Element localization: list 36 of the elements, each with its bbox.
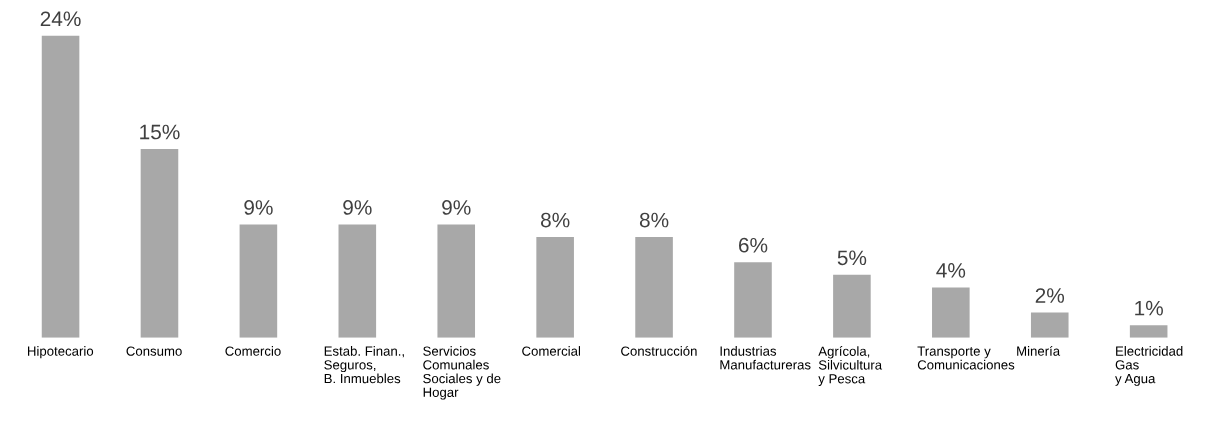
data-label: 6% [738,237,768,253]
data-label: 5% [837,250,867,266]
x-tick-label: Comercial [522,346,581,356]
data-label: 8% [639,212,669,228]
x-tick-label: Electricidad Gas y Agua [1115,346,1183,386]
data-label: 2% [1035,288,1065,303]
data-label: 15% [140,124,180,140]
bar [833,274,871,338]
data-label: 1% [1135,300,1163,316]
bar [338,224,377,338]
bar [536,237,574,338]
bar [239,224,278,338]
bar [41,35,80,338]
data-label: 9% [442,200,471,215]
bar [1129,325,1168,338]
bar [140,149,179,338]
bar [437,224,476,338]
x-tick-label: Agrícola, Silvicultura y Pesca [818,346,883,386]
bar [1030,312,1069,338]
data-label: 9% [343,200,372,215]
bar [635,237,673,338]
data-label: 4% [936,263,966,278]
x-tick-label: Comercio [225,346,281,356]
x-tick-label: Estab. Finan., Seguros, B. Inmuebles [324,346,404,384]
x-tick-label: Consumo [126,346,182,356]
x-tick-label: Hipotecario [28,346,94,359]
x-tick-label: Industrias Manufactureras [720,346,811,370]
data-label: 24% [40,11,81,27]
x-tick-label: Servicios Comunales Sociales y de Hogar [423,346,501,400]
x-tick-label: Construcción [621,345,697,356]
x-tick-label: Minería [1017,345,1061,356]
bar [734,262,772,338]
bar [932,287,970,338]
data-label: 9% [244,200,273,215]
x-tick-label: Transporte y Comunicaciones [917,346,1015,370]
data-label: 8% [541,212,570,228]
